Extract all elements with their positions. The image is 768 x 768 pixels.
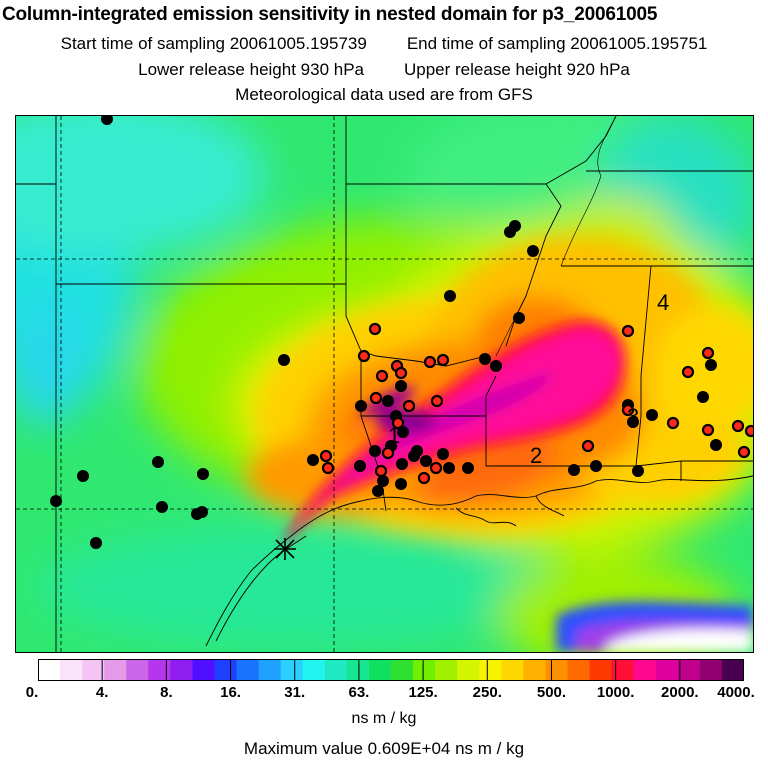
red-station-markers: [319, 322, 753, 485]
sensitivity-field: [16, 116, 753, 652]
colorbar-swatch: [589, 659, 613, 681]
colorbar-swatch: [721, 659, 745, 681]
colorbar-swatch: [391, 659, 414, 681]
colorbar-swatch: [280, 659, 304, 681]
colorbar-tick-label: 250.: [472, 684, 502, 701]
colorbar-swatch: [457, 659, 480, 681]
colorbar-swatch: [324, 659, 348, 681]
colorbar-swatch: [82, 659, 105, 681]
map-canvas: 1 2 3 4: [16, 116, 753, 652]
colorbar-swatch: [148, 659, 171, 681]
colorbar-tick-label: 4.: [95, 684, 109, 701]
colorbar-swatch: [214, 659, 238, 681]
colorbar-swatch: [170, 659, 193, 681]
black-station-markers: [50, 116, 722, 549]
met-data-label: Meteorological data used are from GFS: [235, 85, 533, 104]
region-label-4: 4: [657, 290, 669, 315]
colorbar-swatch: [523, 659, 546, 681]
region-labels: 1 2 3 4: [388, 290, 669, 468]
colorbar-tick-label: 1000.: [596, 684, 635, 701]
colorbar-tick-label: 4000.: [717, 684, 755, 701]
colorbar-swatch: [126, 659, 149, 681]
colorbar-swatch: [302, 659, 326, 681]
colorbar-tick-label: 500.: [536, 684, 567, 701]
colorbar-tick-label: 31.: [284, 684, 306, 701]
colorbar-swatch: [633, 659, 657, 681]
coastline: [205, 475, 753, 647]
release-height-row: Lower release height 930 hPa Upper releas…: [0, 60, 768, 80]
colorbar-swatch: [192, 659, 215, 681]
colorbar-swatch: [545, 659, 568, 681]
colorbar-swatch: [104, 659, 127, 681]
region-label-1: 1: [388, 423, 400, 448]
end-time-label: End time of sampling 20061005.195751: [406, 34, 708, 53]
colorbar-border: [38, 659, 744, 681]
colorbar-tick-labels: 0. 4. 8. 16. 31. 63. 125. 250. 500. 1000. 2000. 400…: [0, 684, 768, 704]
colorbar-tick-label: 125.: [408, 684, 438, 701]
release-point-star-icon: [274, 538, 296, 560]
sensitivity-map: 1 2 3 4: [15, 115, 754, 653]
colorbar-swatch: [60, 659, 83, 681]
region-label-2: 2: [530, 443, 542, 468]
lower-height-label: Lower release height 930 hPa: [138, 60, 364, 79]
colorbar-swatch: [38, 659, 61, 681]
colorbar-tick-label: 2000.: [661, 684, 699, 701]
colorbar-swatch: [368, 659, 392, 681]
colorbar-swatch: [699, 659, 723, 681]
colorbar-swatch: [346, 659, 370, 681]
colorbar-swatch: [677, 659, 701, 681]
colorbar-swatch: [611, 659, 635, 681]
region-label-3: 3: [627, 404, 639, 429]
colorbar-swatch: [435, 659, 458, 681]
plot-title: Column-integrated emission sensitivity i…: [2, 4, 658, 25]
colorbar-tick-label: 0.: [25, 684, 39, 701]
colorbar-swatch: [236, 659, 260, 681]
colorbar-tick-label: 8.: [160, 684, 173, 701]
colorbar-tick-label: 63.: [348, 684, 370, 701]
rivers: [495, 116, 617, 357]
max-value-label: Maximum value 0.609E+04 ns m / kg: [243, 739, 525, 758]
colorbar-swatch: [413, 659, 436, 681]
colorbar-swatch: [655, 659, 679, 681]
colorbar-swatch: [501, 659, 524, 681]
state-borders: [16, 116, 753, 652]
colorbar-swatches: [37, 659, 745, 681]
colorbar-tick-label: 16.: [220, 684, 241, 701]
upper-height-label: Upper release height 920 hPa: [404, 60, 630, 79]
colorbar-swatch: [258, 659, 282, 681]
colorbar-swatch: [479, 659, 502, 681]
colorbar: [37, 659, 745, 686]
colorbar-units: ns m / kg: [351, 710, 417, 727]
sampling-time-row: Start time of sampling 20061005.195739 En…: [0, 34, 768, 54]
latlon-grid: [16, 116, 753, 652]
start-time-label: Start time of sampling 20061005.195739: [60, 34, 367, 53]
colorbar-swatch: [567, 659, 591, 681]
